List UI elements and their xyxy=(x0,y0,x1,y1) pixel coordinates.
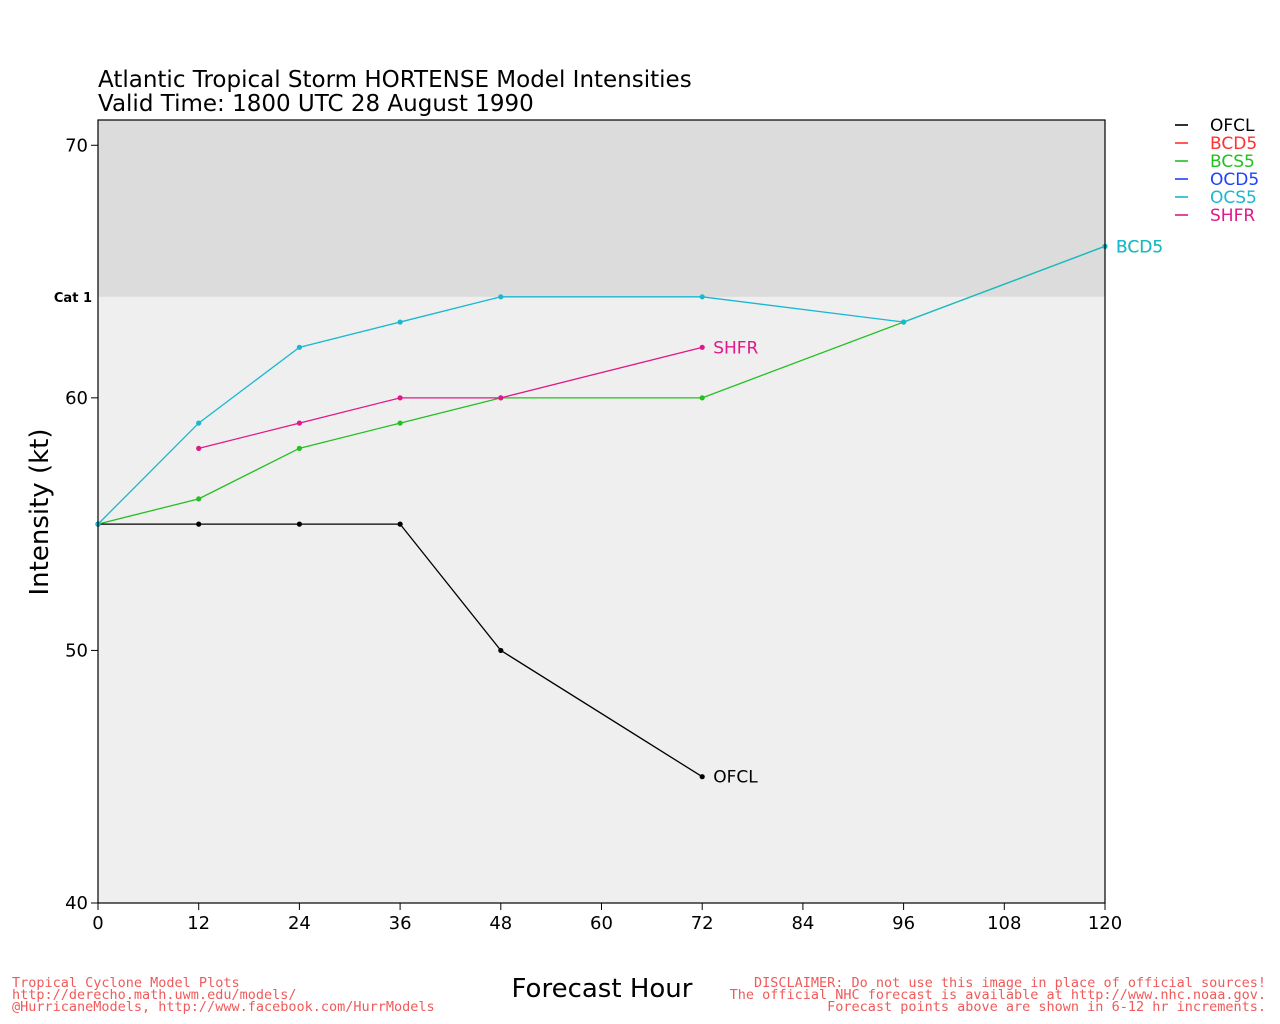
x-tick-label: 0 xyxy=(92,913,103,934)
data-point-shfr xyxy=(296,420,302,426)
data-point-shfr xyxy=(397,395,403,401)
y-tick-label: 70 xyxy=(65,135,88,156)
x-tick-label: 72 xyxy=(691,913,714,934)
data-point-shfr xyxy=(699,344,705,350)
x-tick-label: 12 xyxy=(187,913,210,934)
x-tick-label: 108 xyxy=(987,913,1021,934)
x-axis-label: Forecast Hour xyxy=(512,974,693,1004)
x-tick-label: 60 xyxy=(590,913,613,934)
x-tick-label: 84 xyxy=(791,913,814,934)
footer-left-line2: http://derecho.math.uwm.edu/models/ xyxy=(12,987,296,1003)
series-line-ofcl xyxy=(98,523,703,778)
legend-entry-bcs5: BCS5 xyxy=(1210,152,1255,172)
x-tick-label: 24 xyxy=(288,913,311,934)
legend-entry-shfr: SHFR xyxy=(1210,206,1255,226)
legend-entry-ofcl: OFCL xyxy=(1210,116,1255,136)
data-point-ocs5 xyxy=(498,294,504,300)
end-label-bcs5: BCD5 xyxy=(1116,237,1163,257)
legend-entry-ocs5: OCS5 xyxy=(1210,188,1257,208)
y-axis-label: Intensity (kt) xyxy=(25,429,55,596)
data-point-ofcl xyxy=(296,521,302,527)
cat1-band xyxy=(98,120,1105,297)
series-line-bcs5 xyxy=(97,245,1106,525)
data-point-bcs5 xyxy=(699,395,705,401)
footer-right-line3: Forecast points above are shown in 6-12 … xyxy=(827,999,1266,1015)
y-tick-label: 60 xyxy=(65,388,88,409)
axis-ticks: 40 50 60 70 0 12 24 36 48 60 72 84 96 108 120 xyxy=(65,135,1122,934)
y-tick-label: 50 xyxy=(65,640,88,661)
y-tick-label: 40 xyxy=(65,893,88,914)
data-point-ocs5 xyxy=(196,420,202,426)
end-label-ocs5: BCD5 xyxy=(1116,237,1163,257)
footer-left-line1: Tropical Cyclone Model Plots xyxy=(12,975,240,991)
footer-right-line2: The official NHC forecast is available a… xyxy=(730,987,1266,1003)
category-label: Cat 1 xyxy=(54,291,92,306)
x-tick-label: 36 xyxy=(389,913,412,934)
footer-right-line1: DISCLAIMER: Do not use this image in pla… xyxy=(754,975,1266,991)
data-point-ocs5 xyxy=(699,294,705,300)
legend-entry-ocd5: OCD5 xyxy=(1210,170,1259,190)
data-point-shfr xyxy=(196,445,202,451)
data-point-bcs5 xyxy=(296,445,302,451)
data-point-shfr xyxy=(498,395,504,401)
end-label-ofcl: OFCL xyxy=(713,768,758,788)
data-point-ocs5 xyxy=(397,319,403,325)
data-point-ocs5 xyxy=(296,344,302,350)
data-point-bcs5 xyxy=(196,496,202,502)
series-line-ocs5 xyxy=(97,245,1106,525)
data-point-ofcl xyxy=(699,774,705,780)
footer-left-line3: @HurricaneModels, http://www.facebook.co… xyxy=(12,999,435,1015)
x-tick-label: 96 xyxy=(892,913,915,934)
data-point-ocs5 xyxy=(901,319,907,325)
data-point-bcs5 xyxy=(397,420,403,426)
x-tick-label: 48 xyxy=(489,913,512,934)
data-point-ofcl xyxy=(196,521,202,527)
legend-entry-bcd5: BCD5 xyxy=(1210,134,1257,154)
end-label-shfr: SHFR xyxy=(713,338,758,358)
data-point-ofcl xyxy=(397,521,403,527)
chart-title-line1: Atlantic Tropical Storm HORTENSE Model I… xyxy=(98,67,692,93)
chart-title-line2: Valid Time: 1800 UTC 28 August 1990 xyxy=(98,91,534,117)
x-tick-label: 120 xyxy=(1088,913,1122,934)
data-point-ofcl xyxy=(498,647,504,654)
